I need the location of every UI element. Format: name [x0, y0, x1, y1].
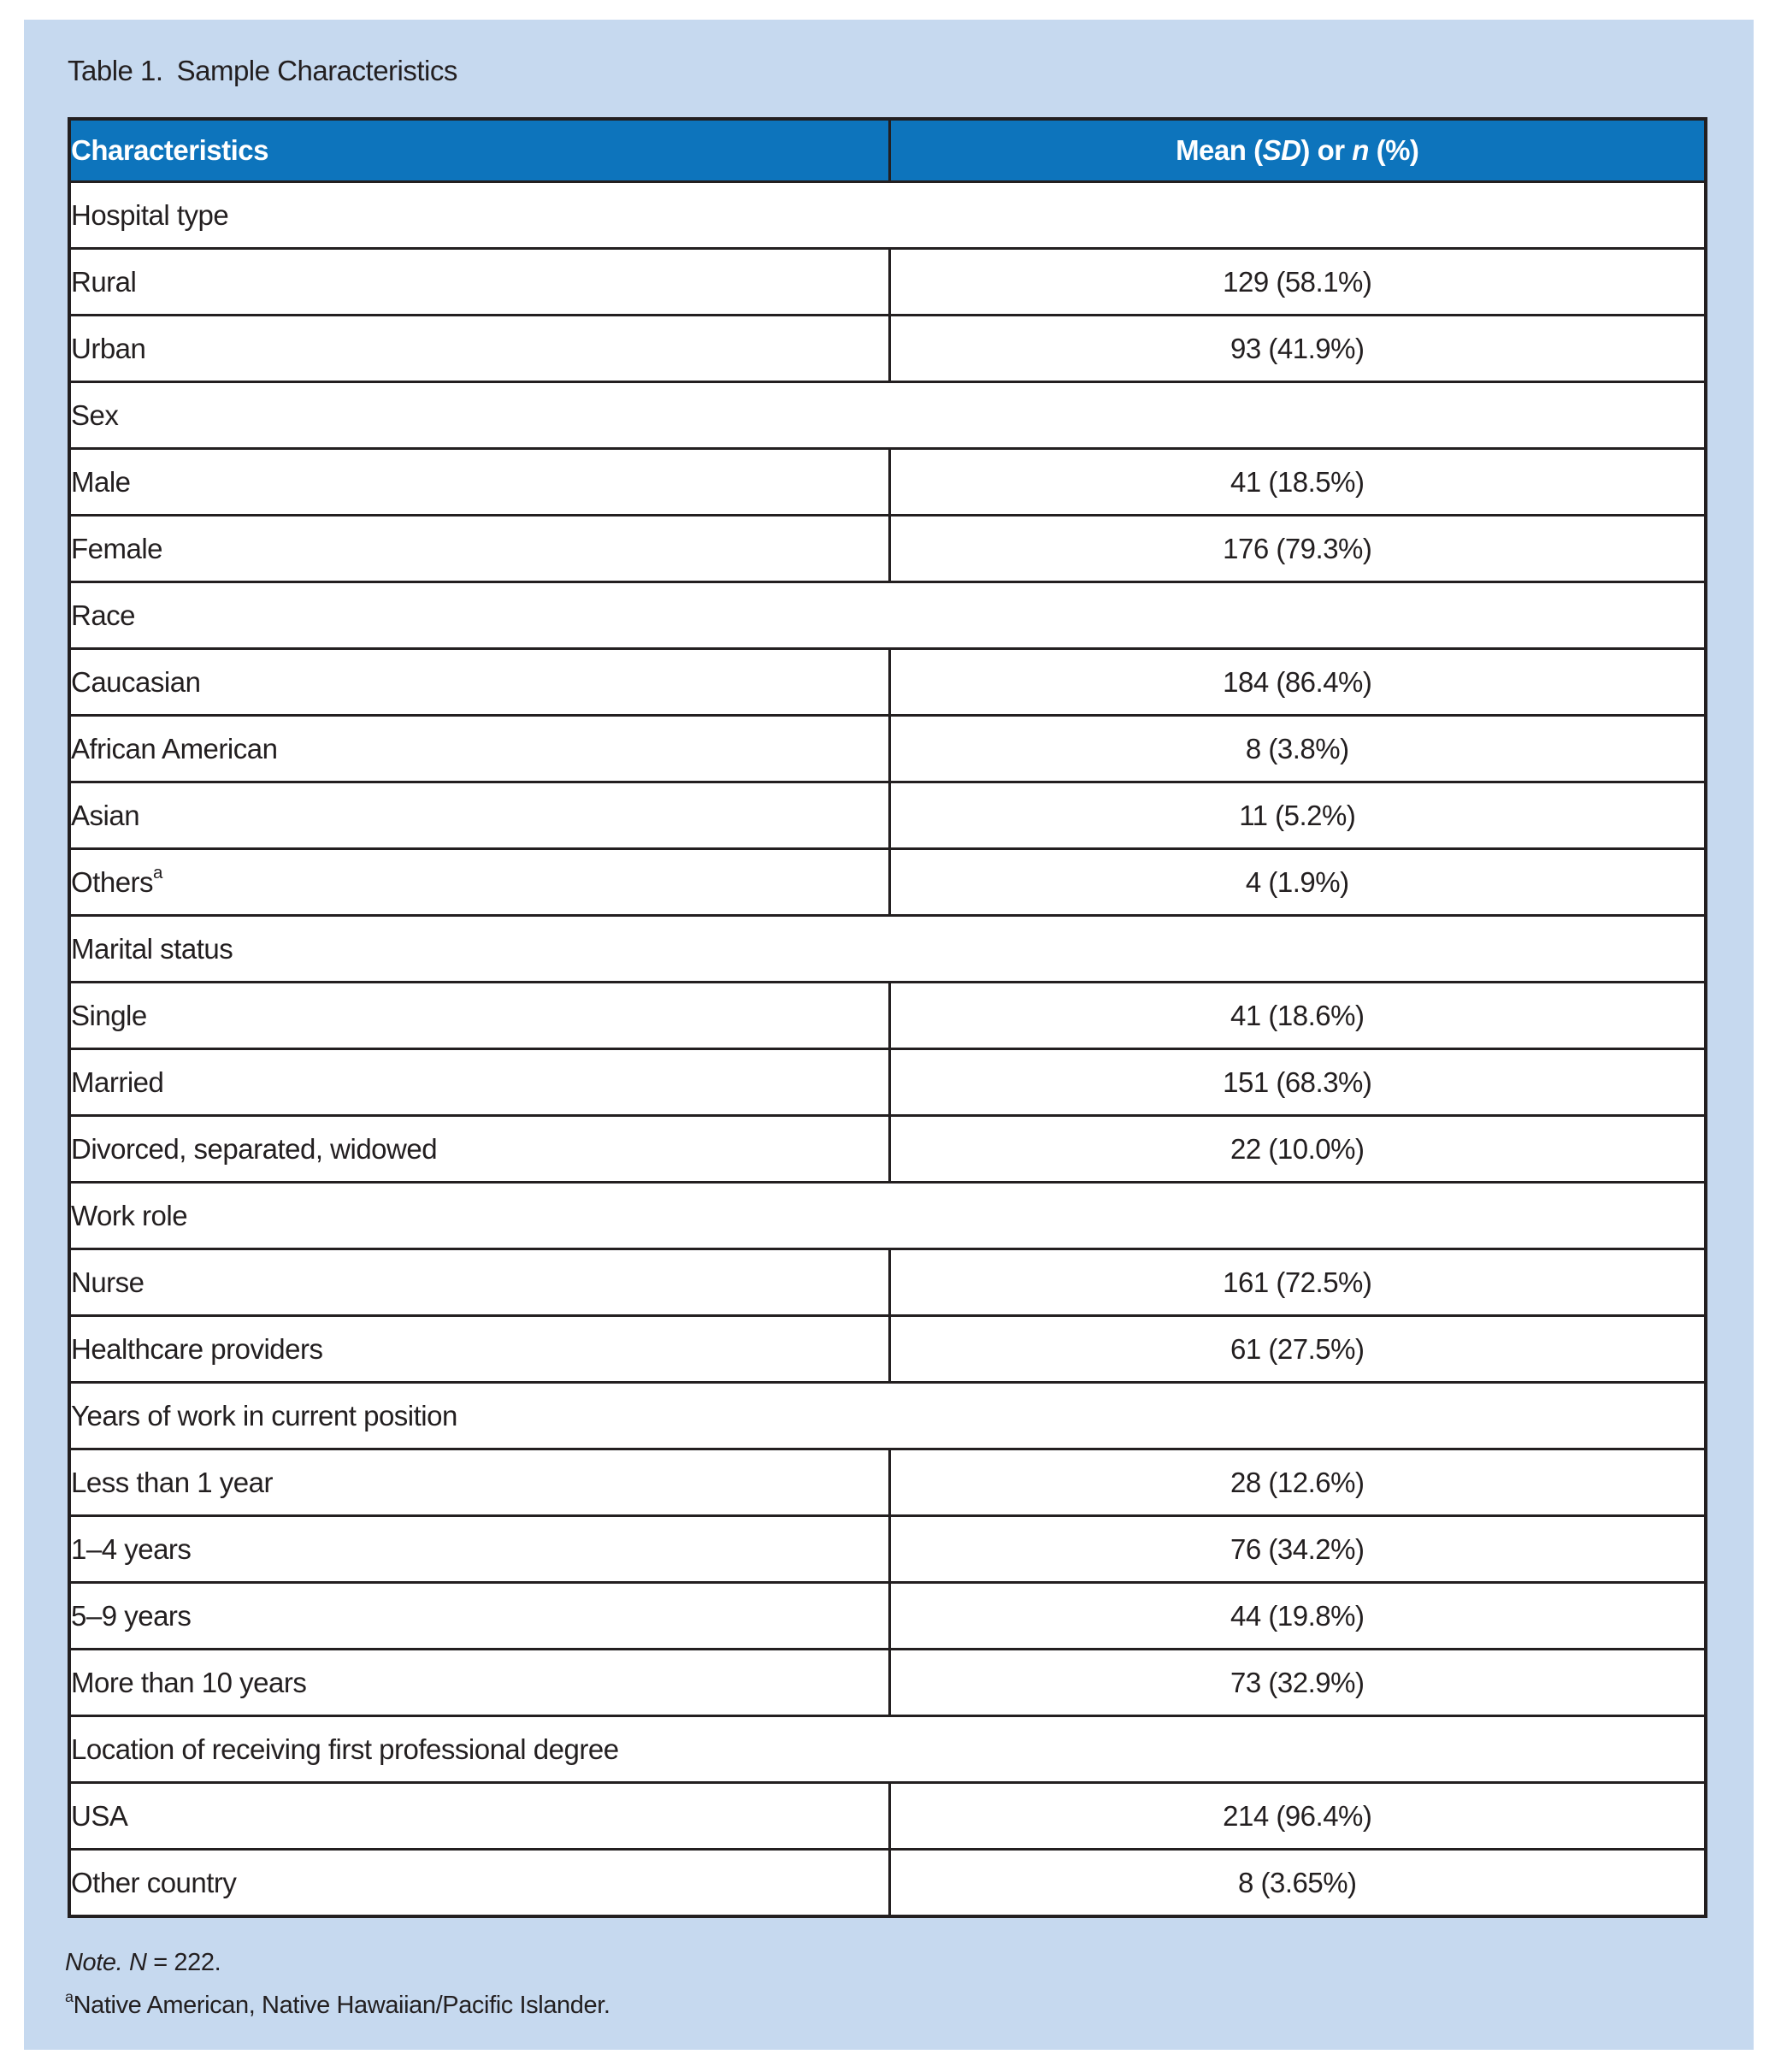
- section-label: Hospital type: [68, 180, 1707, 250]
- table-row: Other country 8 (3.65%): [68, 1848, 1707, 1918]
- row-label: Caucasian: [68, 647, 891, 717]
- row-label: 1–4 years: [68, 1514, 891, 1584]
- table-row: Othersa 4 (1.9%): [68, 847, 1707, 917]
- row-value: 41 (18.6%): [888, 981, 1707, 1050]
- table-row: Rural 129 (58.1%): [68, 247, 1707, 316]
- footnote-line: aNative American, Native Hawaiian/Pacifi…: [65, 1984, 610, 2027]
- row-value: 73 (32.9%): [888, 1648, 1707, 1717]
- section-label: Work role: [68, 1181, 1707, 1250]
- table-row: Location of receiving first professional…: [68, 1715, 1707, 1784]
- note-line: Note. N = 222.: [65, 1941, 610, 1984]
- row-value: 8 (3.8%): [888, 714, 1707, 783]
- table-title-text: Sample Characteristics: [176, 55, 458, 86]
- table-row: Marital status: [68, 914, 1707, 983]
- header-cell-value: Mean (SD) or n (%): [888, 117, 1707, 183]
- row-label: Asian: [68, 781, 891, 850]
- footnote-marker: a: [65, 1987, 74, 2005]
- table-header: Characteristics Mean (SD) or n (%): [68, 117, 1707, 183]
- row-label: Healthcare providers: [68, 1314, 891, 1384]
- note-value: = 222.: [153, 1949, 221, 1976]
- table-row: Healthcare providers 61 (27.5%): [68, 1314, 1707, 1384]
- note-n-symbol: N: [129, 1949, 147, 1976]
- footnote-marker: a: [153, 863, 162, 883]
- table-body: Hospital type Rural 129 (58.1%) Urban 93 (41…: [68, 180, 1707, 1918]
- footnote-text: Native American, Native Hawaiian/Pacific…: [73, 1992, 610, 2019]
- row-label: 5–9 years: [68, 1581, 891, 1650]
- table-row: Male 41 (18.5%): [68, 447, 1707, 517]
- row-value: 161 (72.5%): [888, 1248, 1707, 1317]
- row-value: 41 (18.5%): [888, 447, 1707, 517]
- row-label: Married: [68, 1048, 891, 1117]
- section-label: Race: [68, 581, 1707, 650]
- row-label: African American: [68, 714, 891, 783]
- section-label: Years of work in current position: [68, 1381, 1707, 1450]
- row-value: 93 (41.9%): [888, 314, 1707, 383]
- table-row: USA 214 (96.4%): [68, 1781, 1707, 1851]
- row-label: Rural: [68, 247, 891, 316]
- row-value: 184 (86.4%): [888, 647, 1707, 717]
- sample-characteristics-table: Characteristics Mean (SD) or n (%) Hospi…: [68, 117, 1707, 1918]
- table-row: Caucasian 184 (86.4%): [68, 647, 1707, 717]
- row-value: 214 (96.4%): [888, 1781, 1707, 1851]
- row-value: 4 (1.9%): [888, 847, 1707, 917]
- header-value-sd: SD: [1262, 134, 1301, 166]
- row-label: More than 10 years: [68, 1648, 891, 1717]
- table-row: Married 151 (68.3%): [68, 1048, 1707, 1117]
- row-value: 76 (34.2%): [888, 1514, 1707, 1584]
- row-value: 44 (19.8%): [888, 1581, 1707, 1650]
- row-label: Urban: [68, 314, 891, 383]
- table-row: African American 8 (3.8%): [68, 714, 1707, 783]
- row-value: 8 (3.65%): [888, 1848, 1707, 1918]
- table-row: 1–4 years 76 (34.2%): [68, 1514, 1707, 1584]
- table-row: More than 10 years 73 (32.9%): [68, 1648, 1707, 1717]
- row-label: Single: [68, 981, 891, 1050]
- header-value-mid: ) or: [1300, 134, 1353, 166]
- table-row: 5–9 years 44 (19.8%): [68, 1581, 1707, 1650]
- table-number: Table 1.: [68, 55, 163, 86]
- row-value: 22 (10.0%): [888, 1114, 1707, 1184]
- row-value: 61 (27.5%): [888, 1314, 1707, 1384]
- table-row: Work role: [68, 1181, 1707, 1250]
- table-row: Hospital type: [68, 180, 1707, 250]
- header-value-n: n: [1352, 134, 1369, 166]
- row-value: 151 (68.3%): [888, 1048, 1707, 1117]
- table-row: Single 41 (18.6%): [68, 981, 1707, 1050]
- header-row: Characteristics Mean (SD) or n (%): [68, 117, 1707, 183]
- note-word: Note.: [65, 1949, 123, 1976]
- row-label: Divorced, separated, widowed: [68, 1114, 891, 1184]
- table-row: Asian 11 (5.2%): [68, 781, 1707, 850]
- row-label: USA: [68, 1781, 891, 1851]
- row-label: Other country: [68, 1848, 891, 1918]
- header-value-post: (%): [1368, 134, 1419, 166]
- row-label: Othersa: [68, 847, 891, 917]
- row-label: Nurse: [68, 1248, 891, 1317]
- section-label: Sex: [68, 381, 1707, 450]
- page-title: Table 1. Sample Characteristics: [68, 55, 457, 87]
- table-row: Less than 1 year 28 (12.6%): [68, 1448, 1707, 1517]
- header-cell-characteristics: Characteristics: [68, 117, 891, 183]
- table-row: Female 176 (79.3%): [68, 514, 1707, 583]
- table-row: Urban 93 (41.9%): [68, 314, 1707, 383]
- table-row: Years of work in current position: [68, 1381, 1707, 1450]
- section-label: Marital status: [68, 914, 1707, 983]
- header-value-pre: Mean (: [1176, 134, 1263, 166]
- table-row: Sex: [68, 381, 1707, 450]
- table-row: Nurse 161 (72.5%): [68, 1248, 1707, 1317]
- section-label: Location of receiving first professional…: [68, 1715, 1707, 1784]
- table-notes: Note. N = 222. aNative American, Native …: [65, 1941, 610, 2027]
- row-value: 28 (12.6%): [888, 1448, 1707, 1517]
- row-value: 129 (58.1%): [888, 247, 1707, 316]
- row-value: 11 (5.2%): [888, 781, 1707, 850]
- row-label: Male: [68, 447, 891, 517]
- row-label: Female: [68, 514, 891, 583]
- row-value: 176 (79.3%): [888, 514, 1707, 583]
- table-row: Race: [68, 581, 1707, 650]
- table-row: Divorced, separated, widowed 22 (10.0%): [68, 1114, 1707, 1184]
- row-label: Less than 1 year: [68, 1448, 891, 1517]
